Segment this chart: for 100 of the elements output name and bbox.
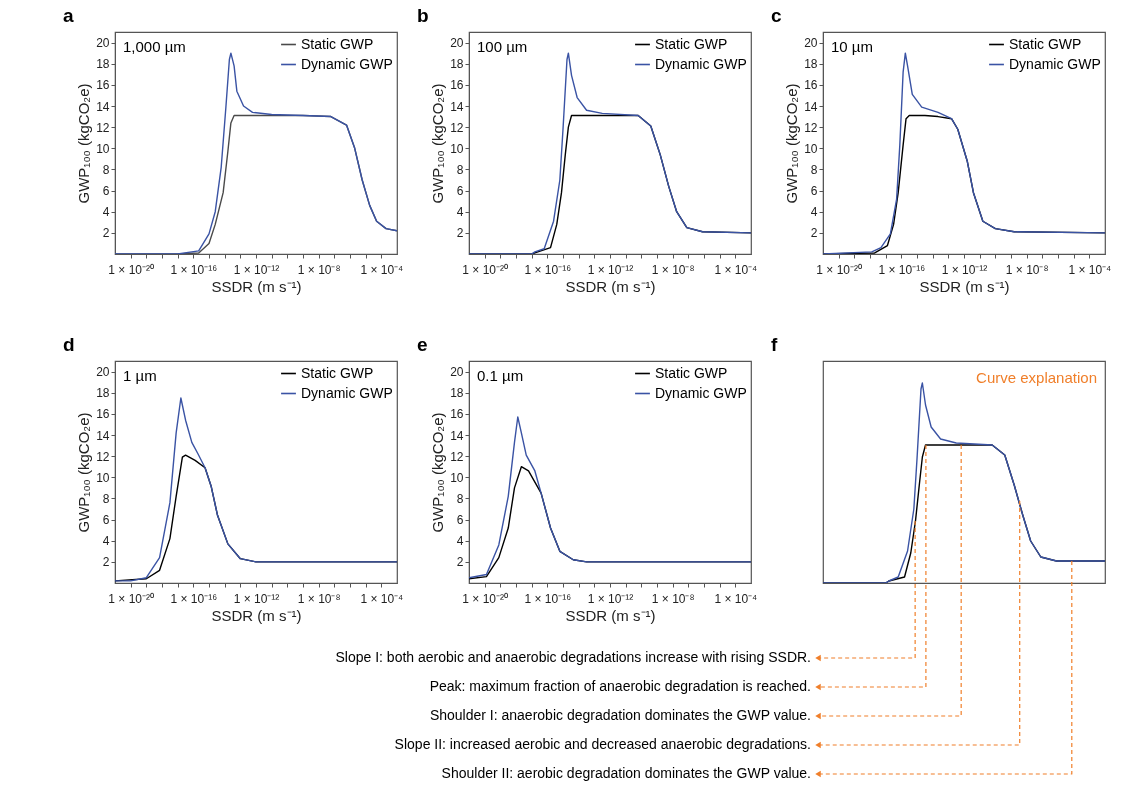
x-tick-label: 1 × 10⁻¹⁶ [170, 591, 218, 606]
chart-title: b [417, 5, 429, 26]
y-tick-label: 8 [456, 162, 464, 177]
y-tick-label: 12 [450, 120, 464, 135]
y-tick-label: 20 [450, 36, 464, 51]
y-tick-label: 16 [96, 407, 110, 422]
y-tick-label: 6 [456, 513, 464, 528]
annotation: Peak: maximum fraction of anaerobic degradation is reached. [429, 678, 811, 694]
x-tick-label: 1 × 10⁻²⁰ [462, 262, 509, 277]
chart-title: d [63, 334, 75, 355]
annotation: 100 µm [477, 38, 528, 55]
annotation: Slope II: increased aerobic and decreased anaerobic degradations. [394, 736, 811, 752]
y-tick-label: 16 [450, 407, 464, 422]
y-tick-label: 2 [810, 226, 818, 241]
y-tick-label: 16 [96, 78, 110, 93]
y-tick-label: 14 [450, 428, 464, 443]
x-tick-label: 1 × 10⁻¹⁶ [878, 262, 926, 277]
y-tick-label: 8 [102, 491, 110, 506]
y-axis-title: GWP₁₀₀ (kgCO₂e) [783, 83, 801, 204]
legend-label: Static GWP [1009, 35, 1082, 52]
x-tick-label: 1 × 10⁻⁸ [297, 591, 341, 606]
y-axis-title: GWP₁₀₀ (kgCO₂e) [75, 412, 93, 533]
x-tick-label: 1 × 10⁻⁸ [297, 262, 341, 277]
x-tick-label: 1 × 10⁻⁴ [714, 262, 758, 277]
y-tick-label: 12 [96, 120, 110, 135]
chart-title: e [417, 334, 428, 355]
legend-label: Dynamic GWP [655, 55, 747, 72]
x-tick-label: 1 × 10⁻²⁰ [816, 262, 863, 277]
x-tick-label: 1 × 10⁻¹² [233, 262, 280, 277]
y-tick-label: 10 [450, 141, 464, 156]
legend-label: Static GWP [655, 364, 728, 381]
x-tick-label: 1 × 10⁻¹² [587, 262, 634, 277]
y-tick-label: 6 [456, 184, 464, 199]
y-tick-label: 8 [456, 491, 464, 506]
x-tick-label: 1 × 10⁻¹⁶ [524, 591, 572, 606]
annotation: Shoulder I: anaerobic degradation dominates the GWP value. [429, 707, 811, 723]
x-axis-title: SSDR (m s⁻¹) [211, 277, 302, 295]
annotation: Curve explanation [976, 369, 1097, 386]
y-tick-label: 6 [102, 513, 110, 528]
x-tick-label: 1 × 10⁻²⁰ [462, 591, 509, 606]
y-tick-label: 4 [102, 534, 110, 549]
x-tick-label: 1 × 10⁻⁴ [1068, 262, 1112, 277]
annotation: Slope I: both aerobic and anaerobic degradations increase with rising SSDR. [335, 649, 811, 665]
y-tick-label: 20 [804, 36, 818, 51]
y-tick-label: 10 [96, 141, 110, 156]
x-axis-title: SSDR (m s⁻¹) [919, 277, 1010, 295]
y-axis-title: GWP₁₀₀ (kgCO₂e) [429, 83, 447, 204]
y-tick-label: 12 [804, 120, 818, 135]
annotation: 1,000 µm [123, 38, 186, 55]
x-axis-title: SSDR (m s⁻¹) [565, 277, 656, 295]
x-tick-label: 1 × 10⁻⁴ [360, 262, 404, 277]
annotation: Shoulder II: aerobic degradation dominates the GWP value. [441, 765, 811, 781]
legend-label: Static GWP [301, 35, 374, 52]
y-tick-label: 18 [804, 57, 818, 72]
y-tick-label: 16 [450, 78, 464, 93]
legend-label: Dynamic GWP [1009, 55, 1101, 72]
x-tick-label: 1 × 10⁻⁸ [651, 591, 695, 606]
y-tick-label: 2 [102, 555, 110, 570]
x-tick-label: 1 × 10⁻¹⁶ [524, 262, 572, 277]
y-tick-label: 4 [456, 205, 464, 220]
legend-label: Dynamic GWP [301, 55, 393, 72]
annotation: 0.1 µm [477, 367, 524, 384]
y-tick-label: 20 [450, 365, 464, 380]
y-tick-label: 14 [96, 428, 110, 443]
x-tick-label: 1 × 10⁻²⁰ [108, 262, 155, 277]
y-tick-label: 20 [96, 36, 110, 51]
y-tick-label: 20 [96, 365, 110, 380]
y-tick-label: 4 [102, 205, 110, 220]
y-tick-label: 2 [102, 226, 110, 241]
y-tick-label: 12 [96, 449, 110, 464]
y-tick-label: 14 [96, 99, 110, 114]
x-tick-label: 1 × 10⁻¹² [587, 591, 634, 606]
y-tick-label: 16 [804, 78, 818, 93]
x-tick-label: 1 × 10⁻²⁰ [108, 591, 155, 606]
y-axis-title: GWP₁₀₀ (kgCO₂e) [429, 412, 447, 533]
y-tick-label: 12 [450, 449, 464, 464]
y-tick-label: 6 [102, 184, 110, 199]
y-tick-label: 2 [456, 226, 464, 241]
y-axis-title: GWP₁₀₀ (kgCO₂e) [75, 83, 93, 204]
y-tick-label: 10 [450, 470, 464, 485]
y-tick-label: 4 [810, 205, 818, 220]
y-tick-label: 18 [96, 386, 110, 401]
legend-label: Static GWP [655, 35, 728, 52]
x-tick-label: 1 × 10⁻⁸ [1005, 262, 1049, 277]
legend-label: Dynamic GWP [301, 384, 393, 401]
x-tick-label: 1 × 10⁻⁴ [714, 591, 758, 606]
y-tick-label: 14 [450, 99, 464, 114]
y-tick-label: 2 [456, 555, 464, 570]
y-tick-label: 8 [810, 162, 818, 177]
x-tick-label: 1 × 10⁻⁸ [651, 262, 695, 277]
y-tick-label: 10 [96, 470, 110, 485]
chart-title: c [771, 5, 782, 26]
y-tick-label: 10 [804, 141, 818, 156]
y-tick-label: 8 [102, 162, 110, 177]
legend-label: Static GWP [301, 364, 374, 381]
chart-title: f [771, 334, 778, 355]
x-tick-label: 1 × 10⁻¹² [941, 262, 988, 277]
annotation: 1 µm [123, 367, 157, 384]
x-tick-label: 1 × 10⁻⁴ [360, 591, 404, 606]
y-tick-label: 6 [810, 184, 818, 199]
